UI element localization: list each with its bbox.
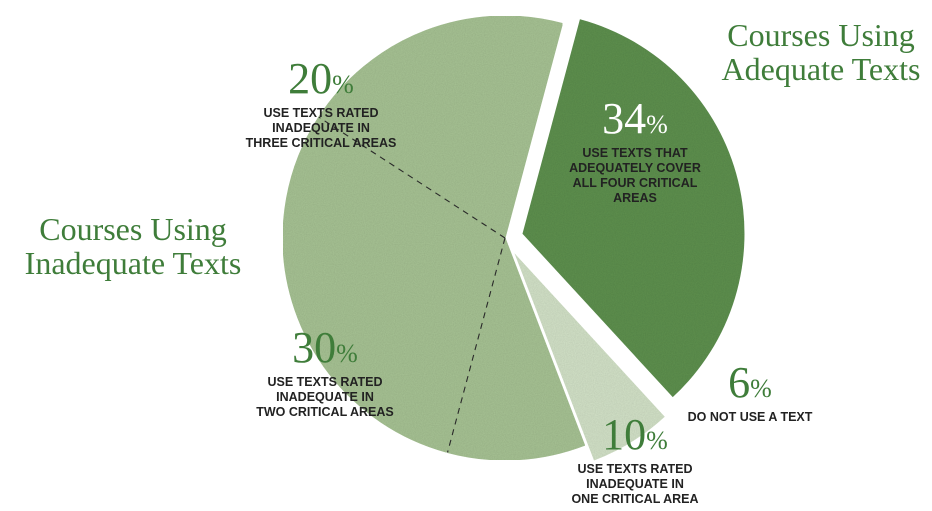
slice-label-adequate-all-four: 34% USE TEXTS THAT ADEQUATELY COVER ALL … (530, 97, 740, 206)
slice-percent-sign: % (646, 110, 668, 139)
slice-percent: 6% (670, 361, 830, 410)
slice-label-inadequate-two: 30% USE TEXTS RATED INADEQUATE IN TWO CR… (230, 326, 420, 420)
adequate-group-label: Courses Using Adequate Texts (721, 17, 921, 87)
slice-percent-number: 20 (288, 54, 333, 103)
slice-label-inadequate-one: 10% USE TEXTS RATED INADEQUATE IN ONE CR… (550, 413, 720, 507)
slice-description: USE TEXTS RATED INADEQUATE IN ONE CRITIC… (571, 462, 699, 506)
slice-description: USE TEXTS THAT ADEQUATELY COVER ALL FOUR… (569, 146, 701, 205)
slice-divider-1 (318, 116, 506, 239)
slice-percent-sign: % (336, 339, 358, 368)
inadequate-group-label: Courses Using Inadequate Texts (24, 211, 242, 281)
slice-percent: 34% (530, 97, 740, 146)
slice-percent-sign: % (332, 70, 354, 99)
pie-slice-4 (318, 15, 564, 239)
pie-slice-3 (282, 116, 506, 454)
slice-percent: 10% (550, 413, 720, 462)
slice-percent-sign: % (646, 426, 668, 455)
slice-percent-sign: % (750, 374, 772, 403)
slice-description: USE TEXTS RATED INADEQUATE IN THREE CRIT… (245, 106, 397, 150)
slice-percent-number: 30 (292, 323, 337, 372)
slice-percent: 20% (226, 57, 416, 106)
slice-divider-0 (447, 237, 506, 453)
pie-slice-0 (522, 19, 745, 398)
slice-percent-number: 34 (602, 94, 647, 143)
slice-percent: 30% (230, 326, 420, 375)
slice-description: USE TEXTS RATED INADEQUATE IN TWO CRITIC… (256, 375, 394, 419)
slice-percent-number: 10 (602, 410, 647, 459)
pie-slice-1 (514, 253, 665, 461)
slice-label-no-text: 6% DO NOT USE A TEXT (670, 361, 830, 425)
pie-slice-2 (446, 236, 586, 461)
slice-description: DO NOT USE A TEXT (687, 410, 813, 424)
slice-label-inadequate-three: 20% USE TEXTS RATED INADEQUATE IN THREE … (226, 57, 416, 151)
slice-percent-number: 6 (728, 358, 751, 407)
